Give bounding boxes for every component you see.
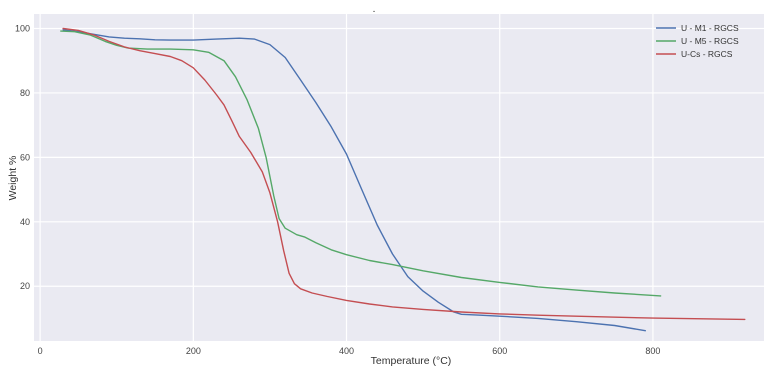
series-line-u-m1-rgcs — [62, 29, 646, 332]
legend-label-u-m5: U - M5 - RGCS — [681, 36, 739, 46]
y-tick-label: 40 — [20, 217, 30, 227]
grid — [34, 14, 764, 341]
x-tick-label: 0 — [38, 346, 43, 356]
x-tick-label: 800 — [645, 346, 660, 356]
series-layer — [60, 27, 746, 332]
series-line-u-cs-rgcs — [62, 27, 746, 321]
plot-area — [34, 14, 764, 341]
y-axis-title: Weight % — [7, 156, 19, 201]
chart-title: . — [373, 4, 376, 15]
y-tick-label: 100 — [15, 23, 30, 33]
y-tick-label: 80 — [20, 88, 30, 98]
x-tick-label: 200 — [186, 346, 201, 356]
legend: U - M1 - RGCS U - M5 - RGCS U-Cs - RGCS — [656, 23, 739, 59]
x-tick-label: 400 — [339, 346, 354, 356]
legend-label-u-cs: U-Cs - RGCS — [681, 49, 733, 59]
y-tick-label: 20 — [20, 281, 30, 291]
x-axis-title: Temperature (°C) — [371, 355, 452, 367]
legend-label-u-m1: U - M1 - RGCS — [681, 23, 739, 33]
ticks: 0 200 400 600 800 20 40 60 80 100 — [15, 23, 660, 356]
x-tick-label: 600 — [492, 346, 507, 356]
y-tick-label: 60 — [20, 152, 30, 162]
